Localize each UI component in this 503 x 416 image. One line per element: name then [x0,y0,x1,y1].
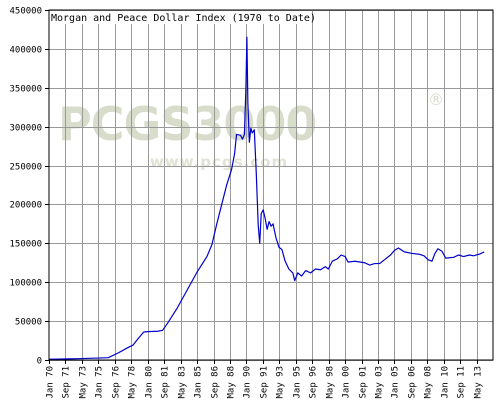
x-tick-label: May 03 [375,366,385,399]
x-tick-label: May 88 [227,366,237,399]
y-tick-label: 350000 [9,85,42,95]
plot-background [49,10,493,360]
x-tick-label: Sep 01 [359,366,369,399]
x-tick-label: Jan 80 [145,366,155,399]
y-tick-label: 100000 [9,279,42,289]
x-tick-label: Jan 05 [391,366,401,399]
y-tick-label: 400000 [9,46,42,56]
watermark-brand: PCGS3000 [58,97,316,151]
pcgs3000-watermark: PCGS3000 ® www.pcgs.com [58,90,444,171]
x-tick-label: Sep 91 [260,366,270,399]
x-tick-label: May 73 [79,366,89,399]
grid-lines [49,10,493,361]
x-tick-label: Sep 06 [408,366,418,399]
watermark-registered: ® [428,90,444,109]
x-tick-label: May 98 [326,366,336,399]
x-tick-label: May 78 [128,366,138,399]
x-axis: Jan 70 Sep 71 May 73 Jan 75 Sep 76 May 78 Jan … [46,360,484,399]
y-tick-label: 250000 [9,163,42,173]
x-tick-label: May 83 [178,366,188,399]
y-tick-label: 200000 [9,201,42,211]
x-tick-label: Jan 70 [46,366,56,399]
y-tick-label: 150000 [9,240,42,250]
chart-title: Morgan and Peace Dollar Index (1970 to D… [51,13,316,24]
series-line [48,36,485,360]
x-tick-label: Jan 90 [243,366,253,399]
x-tick-label: Jan 85 [194,366,204,399]
x-tick-label: Jan 00 [342,366,352,399]
x-tick-label: Jan 10 [441,366,451,399]
y-tick-label: 300000 [9,124,42,134]
x-tick-label: Sep 71 [62,366,72,399]
x-tick-label: Jan 95 [293,366,303,399]
title-background [50,11,312,24]
y-tick-label: 450000 [9,7,42,17]
x-tick-label: May 08 [424,366,434,399]
x-tick-label: May 13 [474,366,484,399]
y-axis: 0 50000 100000 150000 200000 250000 300000 3500… [9,7,49,367]
x-tick-label: Sep 76 [112,366,122,399]
series-layer [48,36,485,360]
x-tick-label: Sep 81 [161,366,171,399]
plot-border [48,9,494,361]
y-tick-label: 50000 [15,318,42,328]
x-tick-label: Sep 11 [457,366,467,399]
y-tick-label: 0 [37,357,42,367]
x-tick-label: Jan 75 [95,366,105,399]
x-tick-label: May 93 [276,366,286,399]
x-tick-label: Sep 86 [211,366,221,399]
x-tick-label: Sep 96 [309,366,319,399]
watermark-url: www.pcgs.com [150,153,288,171]
